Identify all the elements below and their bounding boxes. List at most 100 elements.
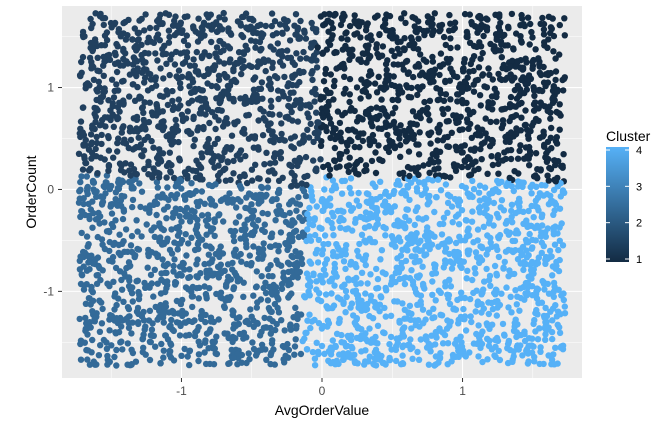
scatter-point	[153, 211, 160, 219]
scatter-point	[400, 127, 408, 135]
scatter-point	[128, 232, 136, 240]
scatter-point	[254, 144, 262, 151]
scatter-point	[373, 355, 381, 363]
scatter-point	[247, 306, 254, 313]
scatter-point	[518, 250, 526, 258]
scatter-point	[531, 224, 539, 232]
scatter-point	[397, 153, 404, 160]
scatter-point	[346, 22, 354, 30]
scatter-point	[346, 154, 353, 161]
scatter-point	[246, 356, 253, 363]
scatter-point	[524, 350, 532, 357]
scatter-point	[170, 268, 177, 275]
scatter-point	[355, 56, 362, 63]
scatter-point	[438, 231, 446, 238]
scatter-point	[158, 276, 165, 283]
scatter-point	[392, 278, 399, 286]
scatter-point	[76, 315, 83, 323]
scatter-point	[538, 181, 545, 189]
scatter-point	[324, 217, 332, 224]
scatter-point	[115, 185, 123, 193]
scatter-point	[328, 347, 335, 354]
scatter-point	[314, 296, 322, 303]
scatter-point	[145, 50, 152, 57]
scatter-point	[444, 361, 451, 368]
scatter-point	[245, 111, 252, 119]
scatter-point	[450, 306, 457, 313]
scatter-point	[412, 289, 420, 296]
scatter-point	[230, 232, 237, 240]
scatter-point	[277, 149, 284, 156]
scatter-point	[320, 241, 327, 248]
scatter-point	[383, 71, 390, 79]
scatter-point	[131, 251, 138, 259]
scatter-point	[544, 225, 551, 232]
scatter-point	[541, 143, 548, 150]
scatter-point	[529, 244, 536, 251]
scatter-point	[93, 133, 100, 141]
scatter-point	[113, 362, 120, 369]
scatter-point	[190, 25, 197, 32]
scatter-point	[266, 283, 273, 291]
scatter-point	[390, 73, 397, 80]
scatter-point	[281, 327, 288, 334]
scatter-point	[138, 188, 146, 195]
scatter-point	[94, 170, 101, 177]
scatter-point	[546, 247, 554, 255]
scatter-point	[171, 31, 178, 39]
scatter-point	[329, 337, 336, 344]
scatter-point	[205, 181, 213, 189]
scatter-point	[253, 268, 260, 275]
scatter-point	[264, 184, 271, 191]
scatter-point	[413, 273, 421, 280]
scatter-point	[481, 202, 489, 209]
scatter-point	[198, 188, 206, 195]
scatter-point	[272, 217, 279, 224]
scatter-point	[524, 360, 532, 367]
scatter-point	[119, 215, 127, 223]
scatter-point	[300, 48, 307, 56]
scatter-point	[102, 179, 110, 186]
scatter-point	[409, 355, 416, 362]
scatter-point	[540, 31, 548, 38]
scatter-point	[546, 164, 553, 172]
scatter-point	[232, 219, 240, 226]
scatter-point	[205, 52, 213, 60]
scatter-point	[516, 147, 523, 154]
scatter-point	[307, 56, 314, 63]
scatter-point	[373, 89, 381, 96]
scatter-point	[495, 188, 502, 196]
scatter-point	[92, 256, 99, 263]
scatter-point	[309, 89, 316, 96]
scatter-point	[374, 12, 381, 19]
scatter-point	[494, 246, 501, 254]
scatter-point	[161, 42, 168, 49]
scatter-point	[422, 214, 430, 222]
scatter-point	[536, 61, 543, 68]
scatter-point	[266, 80, 274, 88]
scatter-point	[390, 61, 397, 68]
scatter-point	[458, 207, 466, 214]
scatter-point	[508, 309, 515, 316]
scatter-point	[498, 290, 505, 297]
scatter-point	[230, 285, 237, 293]
scatter-point	[200, 125, 207, 133]
scatter-point	[82, 159, 90, 167]
scatter-point	[170, 138, 178, 145]
scatter-point	[320, 22, 327, 29]
scatter-point	[307, 278, 314, 286]
scatter-point	[286, 37, 294, 44]
scatter-point	[162, 303, 170, 310]
scatter-point	[455, 202, 462, 209]
scatter-point	[320, 266, 328, 273]
scatter-point	[443, 325, 451, 332]
scatter-point	[431, 314, 438, 321]
scatter-point	[90, 76, 98, 84]
scatter-point	[255, 249, 263, 257]
scatter-point	[324, 161, 332, 169]
scatter-point	[338, 138, 345, 145]
scatter-point	[252, 44, 259, 51]
scatter-point	[84, 243, 91, 250]
scatter-point	[474, 76, 482, 84]
scatter-point	[129, 298, 136, 305]
